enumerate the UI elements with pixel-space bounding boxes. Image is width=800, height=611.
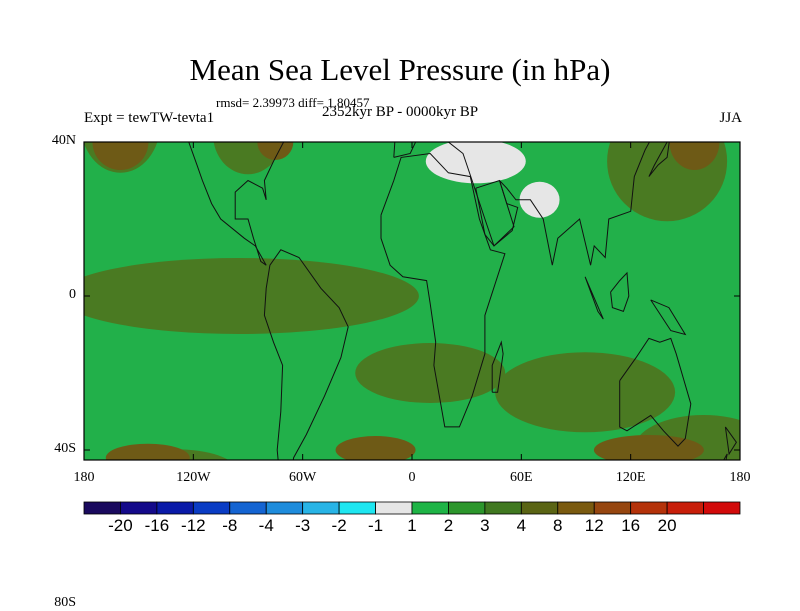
coastline-segment — [475, 179, 519, 247]
colorbar-swatch — [156, 501, 194, 515]
field-contour-region — [105, 443, 190, 460]
coastlines — [84, 0, 740, 596]
lon-tick-label: 120W — [176, 470, 211, 485]
field-contour-region — [413, 558, 483, 574]
colorbar-tick-label: 16 — [621, 516, 641, 535]
colorbar-swatch — [666, 501, 704, 515]
colorbar-swatch — [265, 501, 304, 515]
lon-tick-label: 60W — [289, 470, 317, 485]
field-contour-region — [210, 7, 286, 31]
coastline-segment — [491, 340, 504, 393]
field-contour-region — [202, 3, 312, 35]
field-contour-region — [669, 142, 720, 170]
colorbar-tick-label: -16 — [144, 516, 170, 535]
colorbar-tick-label: 1 — [407, 516, 417, 535]
colorbar-tick-label: 20 — [657, 516, 677, 535]
colorbar-swatch — [83, 501, 121, 515]
field-contour-region — [355, 343, 506, 403]
colorbar-tick-label: -8 — [222, 516, 238, 535]
colorbar-tick-label: 3 — [480, 516, 490, 535]
field-contour-region — [173, 42, 213, 72]
coastline-segment — [584, 276, 604, 320]
coastline-segment — [393, 142, 651, 266]
lon-tick-label: 180 — [729, 470, 751, 485]
lon-tick-label: 60E — [510, 470, 533, 485]
coastline-segment — [610, 271, 630, 313]
colorbar-swatch — [120, 501, 158, 515]
field-contour-region — [493, 99, 549, 123]
field-contour-region — [425, 142, 526, 184]
field-contour-region — [447, 79, 577, 129]
season-label: JJA — [719, 110, 742, 126]
colorbar — [83, 501, 741, 515]
coastline-segment — [263, 249, 349, 460]
colorbar-swatch — [484, 501, 522, 515]
experiment-label: Expt = tewTW-tevta1 — [84, 110, 215, 126]
colorbar-swatch — [192, 501, 231, 515]
coastline-segment — [188, 142, 285, 266]
colorbar-swatch — [229, 501, 267, 515]
coastline-segment — [380, 152, 506, 428]
coastline-segment — [724, 426, 738, 456]
lon-tick-label: 0 — [408, 470, 416, 485]
colorbar-tick-label: -3 — [295, 516, 311, 535]
colorbar-tick-label: -20 — [108, 516, 133, 535]
field-contour-region — [84, 258, 419, 334]
colorbar-tick-label: 2 — [443, 516, 454, 535]
coastline-segment — [401, 73, 414, 104]
colorbar-swatch — [302, 501, 340, 515]
colorbar-tick-label: -4 — [258, 516, 274, 535]
field-contour-region — [92, 142, 149, 170]
colorbar-tick-label: -12 — [181, 516, 206, 535]
coastline-segment — [648, 142, 670, 177]
colorbar-swatch — [411, 501, 449, 515]
colorbar-tick-label: -2 — [331, 516, 347, 535]
lon-tick-label: 120E — [615, 470, 646, 485]
colorbar-swatch — [448, 501, 486, 515]
colorbar-swatch — [630, 501, 668, 515]
colorbar-tick-label: 4 — [516, 516, 527, 535]
field-contour-region — [440, 0, 530, 12]
field-contour-region — [217, 0, 261, 14]
axis-ticks — [83, 141, 741, 460]
field-contour-region — [495, 352, 676, 433]
colorbar-swatch — [557, 501, 595, 515]
colorbar-swatch — [338, 501, 376, 515]
field-contour-region — [269, 59, 409, 109]
pressure-field — [84, 0, 740, 574]
colorbar-tick-label: 8 — [553, 516, 563, 535]
lon-tick-label: 180 — [73, 470, 95, 485]
field-contour-region — [473, 7, 643, 47]
coastline-segment — [650, 299, 687, 336]
colorbar-swatch — [375, 501, 413, 515]
lat-tick-label: 40S — [54, 441, 76, 456]
field-contour-region — [519, 181, 560, 218]
coastline-segment — [284, 0, 375, 65]
colorbar-swatch — [520, 501, 559, 515]
map-title: Mean Sea Level Pressure (in hPa) — [189, 52, 611, 87]
lat-tick-label: 40N — [51, 133, 76, 148]
field-contour-region — [593, 435, 704, 460]
period-label: 2352kyr BP - 0000kyr BP — [322, 104, 479, 120]
stats-line: rmsd= 2.39973 diff= 1.80457 — [216, 95, 370, 110]
field-contour-region — [358, 521, 538, 557]
coastline-segment — [368, 42, 386, 50]
field-contour-region — [257, 142, 294, 160]
lat-tick-label: 0 — [69, 287, 76, 302]
coastline-segment — [619, 337, 692, 447]
coastline-segment — [84, 542, 740, 596]
colorbar-swatch — [703, 501, 741, 515]
colorbar-tick-label: -1 — [367, 516, 384, 535]
field-contour-region — [335, 436, 416, 460]
colorbar-swatch — [593, 501, 632, 515]
colorbar-tick-label: 12 — [584, 516, 604, 535]
coastline-segment — [193, 0, 266, 19]
